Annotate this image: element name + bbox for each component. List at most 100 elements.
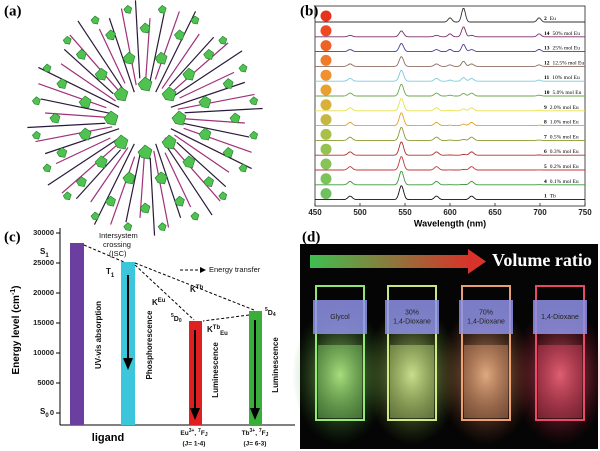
linker [161, 33, 200, 89]
ktb-label: KTb [190, 285, 203, 295]
sample-text: 0.5% mol Eu [550, 135, 579, 141]
metal-polyhedron [62, 35, 72, 45]
y-tick-label: 25000 [33, 258, 54, 267]
spectrum [315, 42, 585, 53]
metal-polyhedron [229, 112, 241, 124]
metal-polyhedron [218, 191, 228, 201]
sample-number: 1 [544, 194, 547, 200]
x-tick-label: 500 [353, 208, 367, 217]
x-tick-label: 700 [533, 208, 547, 217]
y-axis-label: Energy level (cm-1) [10, 285, 22, 374]
linker [184, 107, 263, 114]
lum-label: Luminescence [211, 342, 220, 398]
panel-d: (d) Volume ratio Glycol 30% 1,4-Dioxane 70%… [292, 229, 600, 449]
d0-label: 5D0 [171, 313, 182, 324]
metal-polyhedron [190, 211, 200, 221]
linker [170, 81, 246, 108]
linker [38, 83, 107, 109]
sample-text: Tb [550, 194, 556, 200]
panel-label: (d) [302, 229, 320, 245]
panel-label: (a) [4, 3, 22, 19]
spectrum [315, 98, 585, 112]
metal-polyhedron [222, 147, 234, 158]
metal-polyhedron [161, 134, 177, 150]
linker [38, 66, 120, 108]
linker [149, 157, 156, 236]
cuvette-liquid [538, 345, 582, 418]
emission-color [320, 10, 332, 22]
linker [110, 156, 136, 225]
panel-b: (b) Wavelength (nm) 450 500 550 600 650 700 75… [300, 3, 592, 228]
sample-number: 2 [544, 16, 547, 22]
t1-label: T1 [106, 267, 115, 278]
keu-label: KEu [152, 298, 166, 308]
cuvette [387, 285, 437, 421]
cuvette-liquid [464, 345, 508, 418]
spectrum [315, 83, 585, 97]
phos-label: Phosphorescence [145, 310, 154, 379]
linker [125, 151, 142, 223]
metal-polyhedron [103, 110, 119, 126]
cuvette [461, 285, 511, 421]
sample-number: 6 [544, 149, 547, 155]
gradient-arrowhead [468, 249, 486, 274]
sample-number: 5 [544, 164, 547, 170]
metal-polyhedron [203, 176, 214, 187]
metal-polyhedron [42, 63, 52, 73]
linker [177, 93, 255, 110]
linker [61, 137, 126, 194]
sample-label: 11 10% mol Eu [544, 75, 580, 81]
metal-polyhedron [105, 29, 116, 41]
linker [148, 13, 165, 85]
linker [170, 128, 252, 170]
metal-polyhedron [31, 96, 41, 106]
linker [60, 63, 116, 102]
linker [90, 147, 129, 203]
linker [63, 48, 114, 95]
sample-number: 8 [544, 120, 547, 126]
spectrum [315, 56, 585, 67]
metal-polyhedron [174, 195, 185, 207]
linker [164, 42, 229, 99]
sample-label: 5 0.2% mol Eu [544, 164, 579, 170]
cuvette-liquid [390, 345, 434, 418]
label-tape [459, 300, 513, 334]
metal-polyhedron [137, 76, 153, 92]
metal-polyhedron [94, 67, 108, 81]
sample-text: 12.5% mol Eu [553, 61, 585, 67]
linker [40, 98, 112, 115]
metal-polyhedron [190, 15, 200, 25]
linker [47, 138, 119, 186]
sample-number: 11 [544, 75, 549, 81]
sample-label: 7 0.5% mol Eu [544, 135, 579, 141]
label-tape [385, 300, 439, 334]
metal-polyhedron [218, 35, 228, 45]
isc-label: crossing [103, 240, 131, 249]
sample-text: 0.2% mol Eu [550, 164, 579, 170]
linker [27, 122, 106, 129]
legend-arrowhead [200, 267, 206, 273]
linker [154, 11, 180, 80]
metal-polyhedron [249, 96, 258, 106]
metal-polyhedron [174, 29, 185, 41]
y-tick-label: 15000 [33, 318, 54, 327]
sample-text: 0.3% mol Eu [550, 149, 579, 155]
panel-c: (c) Energy level (cm-1) S1 S0 T1 Intersy… [4, 228, 295, 448]
uv-label: UV-vis absorption [94, 301, 103, 369]
x-axis-label: Wavelength (nm) [414, 218, 486, 228]
emission-color [320, 84, 332, 96]
metal-polyhedron [56, 78, 68, 89]
spectrum [315, 112, 585, 127]
ligand-label: ligand [92, 432, 124, 444]
linker [108, 17, 135, 93]
metal-polyhedron [122, 171, 136, 185]
sample-label: 12 12.5% mol Eu [544, 61, 584, 67]
metal-polyhedron [78, 127, 92, 141]
metal-polyhedron [94, 155, 108, 169]
cuvette-label: 1,4-Dioxane [541, 314, 579, 321]
linker [55, 137, 111, 165]
spectrum [315, 69, 585, 82]
sample-number: 12 [544, 61, 550, 67]
lum-label: Luminescence [271, 337, 280, 393]
metal-polyhedron [75, 176, 87, 187]
